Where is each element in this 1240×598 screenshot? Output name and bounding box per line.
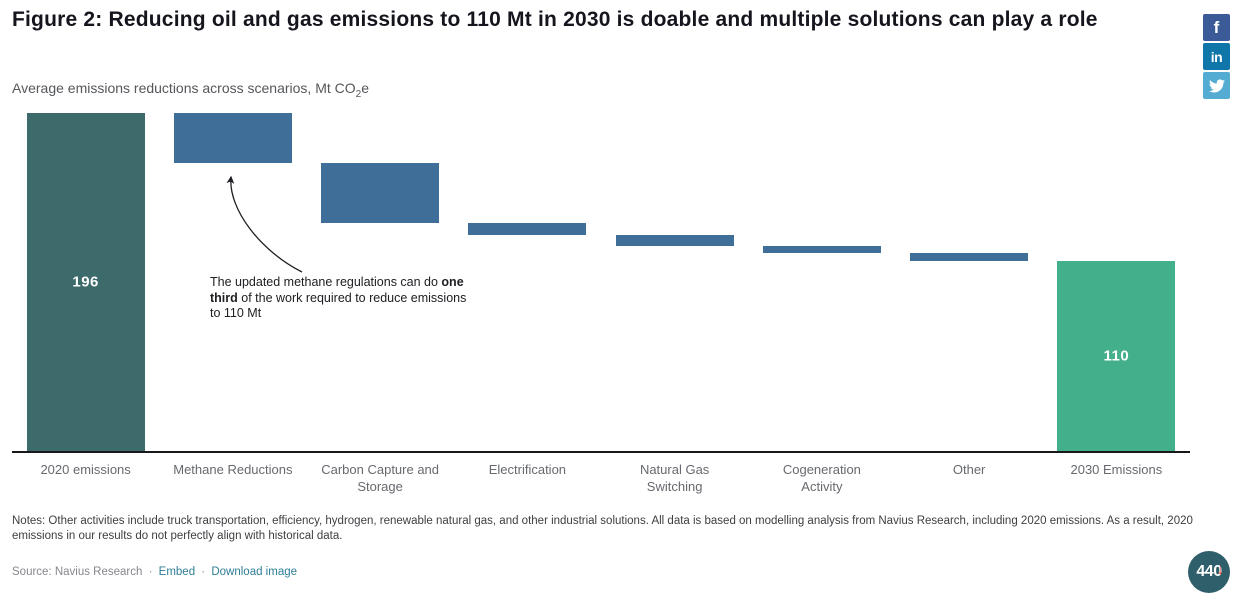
chart-column-2030-emissions: 110 <box>1043 113 1190 451</box>
separator-dot: · <box>148 566 153 578</box>
embed-link[interactable]: Embed <box>158 566 196 578</box>
bar-2020-emissions: 196 <box>26 113 145 451</box>
source-label: Source: Navius Research <box>12 566 143 578</box>
440-megatonnes-logo[interactable]: 440 ↓ <box>1188 551 1230 593</box>
bar-cogeneration-activity <box>762 245 881 253</box>
chart-column-electrification <box>454 113 601 451</box>
waterfall-bars: 196 110 <box>12 113 1190 451</box>
down-arrow-icon: ↓ <box>1216 561 1225 578</box>
axis-label-other: Other <box>952 462 986 477</box>
bar-2030-emissions: 110 <box>1057 261 1176 451</box>
annotation-bold-third: third <box>210 290 238 305</box>
axis-label-2020-emissions: 2020 emissions <box>40 462 131 477</box>
chart-column-natural-gas-switching <box>601 113 748 451</box>
figure-subtitle: Average emissions reductions across scen… <box>12 80 369 100</box>
bar-value-label: 196 <box>72 273 99 291</box>
linkedin-share-button[interactable]: in <box>1203 43 1230 70</box>
annotation-bold-one: one <box>441 275 464 289</box>
bar-value-label: 110 <box>1103 347 1130 365</box>
axis-label-carbon-capture-and-storage: Carbon Capture and Storage <box>321 462 440 494</box>
separator-dot: · <box>201 566 206 578</box>
annotation-line1-pre: The updated methane regulations can do <box>210 275 442 289</box>
linkedin-icon: in <box>1210 48 1223 65</box>
logo-text: 440 <box>1196 563 1222 580</box>
twitter-bird-icon <box>1208 78 1225 94</box>
annotation-line2-post: of the work required to reduce emissions <box>237 290 467 305</box>
twitter-share-button[interactable] <box>1203 72 1230 99</box>
axis-label-cogeneration-activity: Cogeneration Activity <box>782 462 861 494</box>
annotation-arrow <box>226 175 303 273</box>
annotation-line3: to 110 Mt <box>210 306 262 320</box>
axis-label-methane-reductions: Methane Reductions <box>173 462 293 477</box>
chart-column-methane-reductions <box>159 113 306 451</box>
facebook-icon: f <box>1213 17 1220 37</box>
subtitle-text: Average emissions reductions across scen… <box>12 80 356 96</box>
bar-carbon-capture-and-storage <box>321 163 440 224</box>
facebook-share-button[interactable]: f <box>1203 14 1230 41</box>
figure-notes: Notes: Other activities include truck tr… <box>12 515 1193 542</box>
chart-column-cogeneration-activity <box>748 113 895 451</box>
bar-electrification <box>468 223 587 236</box>
chart-column-carbon-capture-and-storage <box>307 113 454 451</box>
axis-label-natural-gas-switching: Natural Gas Switching <box>639 462 710 494</box>
bar-natural-gas-switching <box>615 235 734 246</box>
source-line: Source: Navius Research · Embed · Downlo… <box>12 566 297 578</box>
waterfall-plot: 196 110 The updated methane regulations c… <box>12 113 1190 453</box>
category-axis-labels: 2020 emissions Methane Reductions Carbon C… <box>12 461 1190 495</box>
axis-label-2030-emissions: 2030 Emissions <box>1070 462 1163 477</box>
subtitle-suffix: e <box>361 80 370 96</box>
chart-column-other <box>896 113 1043 451</box>
axis-label-electrification: Electrification <box>488 462 567 477</box>
bar-other <box>910 252 1029 262</box>
bar-methane-reductions <box>173 113 292 163</box>
chart-column-2020-emissions: 196 <box>12 113 159 451</box>
subtitle-subscript: 2 <box>355 88 362 100</box>
share-buttons: f in <box>1203 14 1230 99</box>
download-image-link[interactable]: Download image <box>211 566 298 578</box>
annotation-text: The updated methane regulations can do o… <box>210 275 560 322</box>
figure-title: Figure 2: Reducing oil and gas emissions… <box>12 8 1098 31</box>
